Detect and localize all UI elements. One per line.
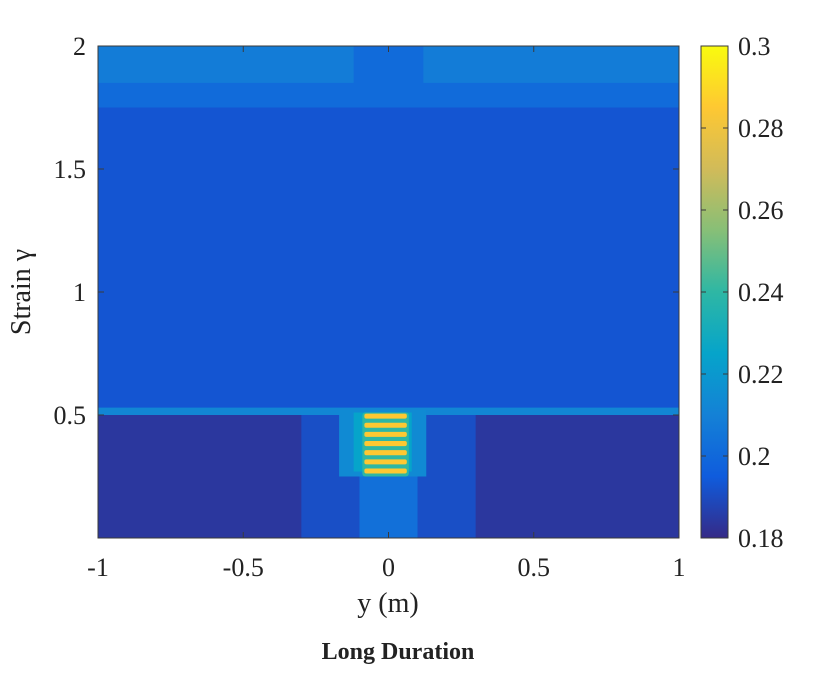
heatmap-stripe-region bbox=[362, 412, 409, 477]
x-axis-label: y (m) bbox=[357, 588, 418, 619]
heatmap-stripe bbox=[364, 468, 407, 474]
y-axis-label: Strain γ bbox=[6, 249, 37, 335]
axis-ticks: -1 -0.5 0 0.5 1 0.5 1 1.5 2 bbox=[54, 32, 686, 582]
y-tick-label: 1 bbox=[73, 278, 86, 307]
colorbar-tick-label: 0.22 bbox=[738, 360, 784, 389]
heatmap-cell bbox=[98, 107, 679, 415]
x-tick-label: 0 bbox=[382, 553, 395, 582]
y-tick-label: 1.5 bbox=[54, 155, 87, 184]
x-tick-label: 1 bbox=[673, 553, 686, 582]
colorbar-tick-label: 0.26 bbox=[738, 196, 784, 225]
heatmap-stripe bbox=[364, 413, 407, 419]
heatmap-stripe bbox=[364, 422, 407, 428]
y-tick-label: 0.5 bbox=[54, 401, 87, 430]
colorbar-tick-label: 0.3 bbox=[738, 32, 771, 61]
heatmap-regions bbox=[98, 46, 679, 538]
heatmap-cell bbox=[423, 46, 679, 83]
colorbar-tick-label: 0.24 bbox=[738, 278, 784, 307]
y-tick-label: 2 bbox=[73, 32, 86, 61]
colorbar-tick-label: 0.18 bbox=[738, 524, 784, 553]
heatmap-cell bbox=[98, 46, 354, 83]
x-tick-label: -0.5 bbox=[223, 553, 264, 582]
chart-title: Long Duration bbox=[322, 639, 475, 665]
heatmap-stripe bbox=[364, 431, 407, 437]
x-tick-label: -1 bbox=[87, 553, 109, 582]
x-tick-label: 0.5 bbox=[518, 553, 551, 582]
heatmap-stripe bbox=[364, 441, 407, 447]
heatmap-stripe bbox=[364, 459, 407, 465]
heatmap-stripe bbox=[364, 450, 407, 456]
colorbar-tick-label: 0.28 bbox=[738, 114, 784, 143]
colorbar-ticks: 0.18 0.2 0.22 0.24 0.26 0.28 0.3 bbox=[701, 32, 784, 553]
colorbar-tick-label: 0.2 bbox=[738, 442, 771, 471]
